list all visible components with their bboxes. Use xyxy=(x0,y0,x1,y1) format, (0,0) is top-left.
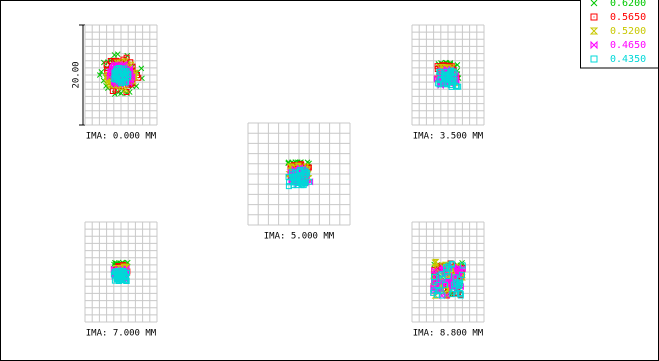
spot xyxy=(111,69,118,76)
spot xyxy=(112,268,119,275)
scale-bar-label: 20.00 xyxy=(72,61,82,88)
field-label: IMA: 0.000 MM xyxy=(86,132,157,142)
spot xyxy=(455,83,462,90)
spot xyxy=(590,55,598,63)
spot xyxy=(590,13,598,21)
spot xyxy=(302,168,309,175)
spot xyxy=(444,273,451,280)
field-label: IMA: 3.500 MM xyxy=(413,132,484,142)
spot xyxy=(450,68,457,75)
spot xyxy=(111,269,118,276)
spot xyxy=(590,40,598,50)
spot xyxy=(300,182,307,189)
legend-label: 0.6200 xyxy=(610,0,646,9)
plots: IMA: 0.000 MM IMA: 3.500 MM IMA: 5.000 MM I… xyxy=(84,24,485,339)
spot xyxy=(431,278,438,285)
spot xyxy=(457,290,464,297)
spot xyxy=(436,272,443,279)
spot xyxy=(437,279,444,287)
spot-plot: IMA: 0.000 MM xyxy=(84,24,158,142)
spot xyxy=(123,278,130,285)
legend-label: 0.4650 xyxy=(610,40,646,51)
spot xyxy=(443,265,450,272)
spot xyxy=(434,282,441,289)
spot xyxy=(292,173,299,180)
spot xyxy=(431,259,439,266)
legend-label: 0.5650 xyxy=(610,12,646,23)
spot xyxy=(448,261,455,268)
spot xyxy=(117,267,124,274)
spot-plot: IMA: 3.500 MM xyxy=(411,24,485,142)
spot-plot: IMA: 5.000 MM xyxy=(247,122,351,242)
spot xyxy=(103,76,112,83)
spot xyxy=(444,80,451,87)
spot xyxy=(443,74,450,81)
spot xyxy=(301,172,308,179)
spot xyxy=(458,271,465,278)
spot xyxy=(301,180,308,187)
spot-plot: IMA: 7.000 MM xyxy=(84,221,158,339)
spot xyxy=(448,83,455,90)
spot xyxy=(452,279,459,286)
spot xyxy=(459,262,466,269)
spot xyxy=(299,180,306,187)
field-label: IMA: 8.800 MM xyxy=(413,329,484,339)
spot xyxy=(437,287,444,294)
field-label: IMA: 7.000 MM xyxy=(86,329,157,339)
spot xyxy=(96,72,103,78)
spot xyxy=(123,274,130,281)
spot xyxy=(590,0,598,7)
spot xyxy=(431,266,438,275)
spot xyxy=(451,70,458,77)
spot xyxy=(306,178,313,185)
spot xyxy=(455,282,462,289)
spot xyxy=(98,69,105,75)
spot xyxy=(120,78,127,85)
spot xyxy=(114,276,121,283)
spot xyxy=(430,289,437,296)
spot xyxy=(114,51,121,58)
spot xyxy=(450,288,457,295)
spot xyxy=(436,77,443,84)
spot xyxy=(439,275,446,282)
spot xyxy=(118,270,125,277)
spot xyxy=(434,80,441,87)
spot xyxy=(441,281,448,288)
spot xyxy=(125,70,132,77)
spot xyxy=(437,71,444,78)
spot xyxy=(589,27,599,35)
spot xyxy=(447,82,454,89)
spot xyxy=(122,69,129,76)
spot xyxy=(122,86,130,93)
spot xyxy=(120,268,127,275)
spot xyxy=(449,79,456,86)
spot xyxy=(438,271,445,278)
legend-label: 0.4350 xyxy=(610,54,646,65)
legend: 0.6200 0.5650 0.5200 0.4650 0.4350 xyxy=(580,0,659,69)
spot xyxy=(285,183,292,190)
spot-plot: IMA: 8.800 MM xyxy=(411,221,485,339)
field-label: IMA: 5.000 MM xyxy=(264,232,335,242)
legend-label: 0.5200 xyxy=(610,26,646,37)
spot xyxy=(454,264,461,273)
spot xyxy=(449,283,456,291)
spot xyxy=(456,289,463,296)
